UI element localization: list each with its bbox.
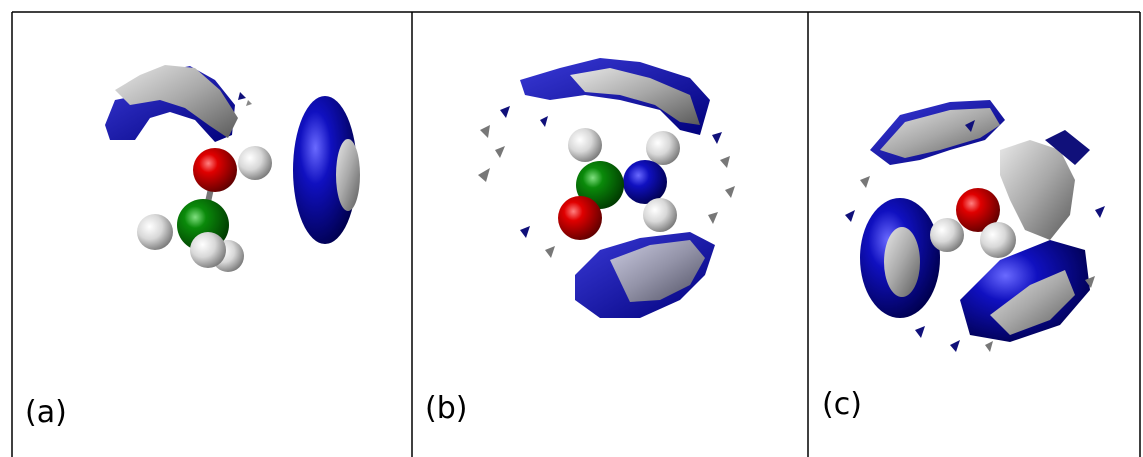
panel-label: (a) [25, 395, 67, 430]
panel-a-render [105, 65, 360, 272]
panel-c-render [845, 100, 1105, 352]
panel-label: (c) [822, 387, 862, 422]
panel-b-render [478, 58, 735, 318]
figure: (a) (b) (c) [0, 0, 1143, 457]
panel-label: (b) [425, 391, 467, 426]
